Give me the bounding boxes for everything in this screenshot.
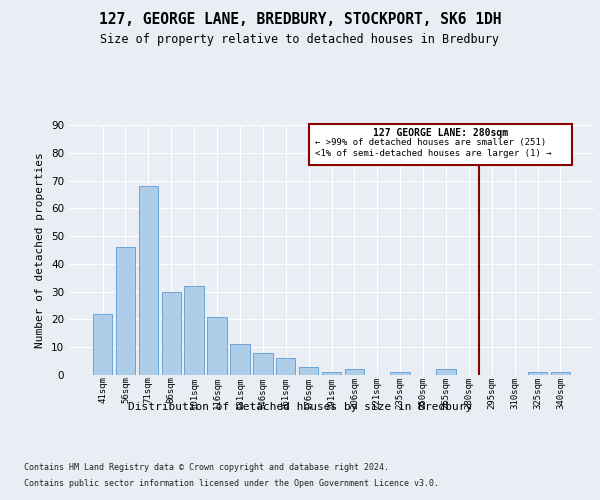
Text: 127 GEORGE LANE: 280sqm: 127 GEORGE LANE: 280sqm [373,128,508,138]
Text: Distribution of detached houses by size in Bredbury: Distribution of detached houses by size … [128,402,472,412]
Y-axis label: Number of detached properties: Number of detached properties [35,152,46,348]
Bar [276,358,295,375]
Bar [139,186,158,375]
Bar [299,366,319,375]
Bar [391,372,410,375]
Bar [161,292,181,375]
Bar [322,372,341,375]
Bar [230,344,250,375]
Text: Contains public sector information licensed under the Open Government Licence v3: Contains public sector information licen… [24,479,439,488]
Text: ← >99% of detached houses are smaller (251): ← >99% of detached houses are smaller (2… [316,138,547,146]
Bar [93,314,112,375]
Text: Contains HM Land Registry data © Crown copyright and database right 2024.: Contains HM Land Registry data © Crown c… [24,462,389,471]
Bar [436,370,455,375]
Bar [184,286,204,375]
Text: Size of property relative to detached houses in Bredbury: Size of property relative to detached ho… [101,32,499,46]
Bar [116,247,135,375]
FancyBboxPatch shape [308,124,572,166]
Bar [253,353,272,375]
Bar [344,370,364,375]
Bar [528,372,547,375]
Bar [208,316,227,375]
Bar [551,372,570,375]
Text: <1% of semi-detached houses are larger (1) →: <1% of semi-detached houses are larger (… [316,148,552,158]
Text: 127, GEORGE LANE, BREDBURY, STOCKPORT, SK6 1DH: 127, GEORGE LANE, BREDBURY, STOCKPORT, S… [99,12,501,28]
